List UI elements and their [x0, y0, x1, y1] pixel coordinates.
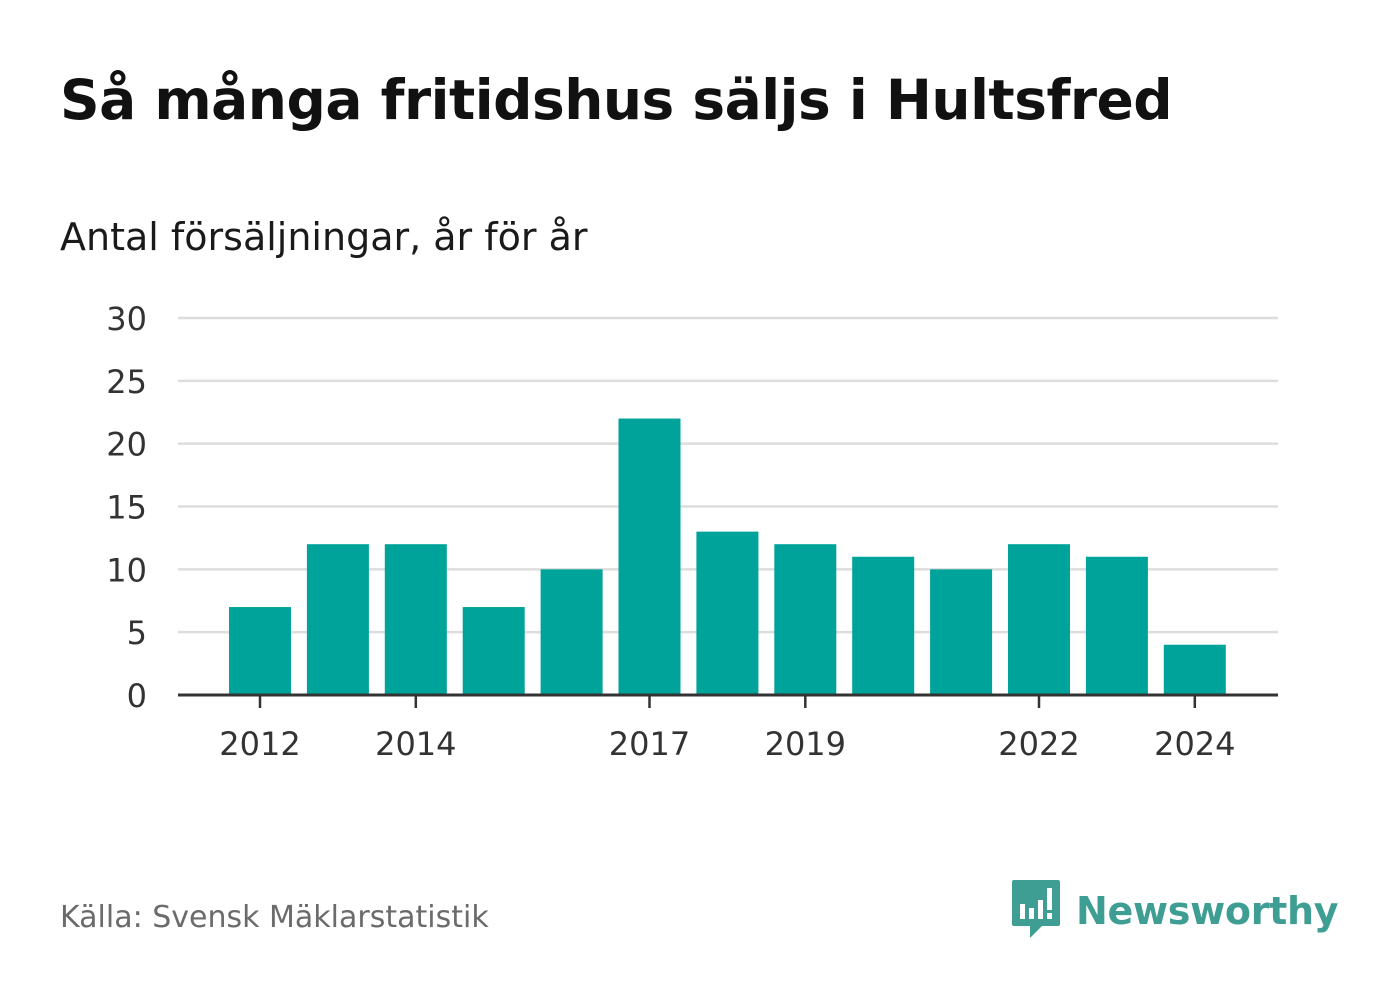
bar	[1163, 644, 1226, 695]
bar	[1085, 556, 1148, 695]
bar	[384, 544, 447, 695]
x-tick-label: 2012	[219, 725, 300, 763]
bar	[618, 418, 681, 695]
y-tick-label: 10	[106, 551, 147, 589]
bar	[540, 569, 603, 695]
chart-title: Så många fritidshus säljs i Hultsfred	[60, 68, 1173, 132]
chart-subtitle: Antal försäljningar, år för år	[60, 215, 588, 259]
x-tick-label: 2022	[998, 725, 1079, 763]
y-tick-label: 20	[106, 426, 147, 464]
y-tick-label: 5	[127, 614, 147, 652]
x-tick-label: 2014	[375, 725, 456, 763]
bar	[1008, 544, 1070, 695]
x-tick-label: 2019	[765, 725, 846, 763]
newsworthy-logo-icon	[1010, 878, 1062, 944]
brand-logo: Newsworthy	[1010, 878, 1339, 944]
bar	[774, 544, 837, 695]
x-tick-label: 2017	[609, 725, 690, 763]
bar	[852, 556, 915, 695]
bar	[229, 607, 291, 695]
bar	[306, 544, 369, 695]
bar	[930, 569, 993, 695]
brand-name: Newsworthy	[1076, 889, 1339, 933]
y-tick-label: 30	[106, 300, 147, 338]
bar	[462, 607, 525, 695]
bar-chart: 0 5 10 15 20 25 30 2012 2014 2017 2019 2022 2024	[106, 300, 1278, 763]
source-note: Källa: Svensk Mäklarstatistik	[60, 900, 489, 935]
x-tick-label: 2024	[1154, 725, 1235, 763]
y-tick-label: 15	[106, 489, 147, 527]
bar	[696, 531, 759, 695]
y-tick-label: 0	[127, 677, 147, 715]
y-tick-label: 25	[106, 363, 147, 401]
